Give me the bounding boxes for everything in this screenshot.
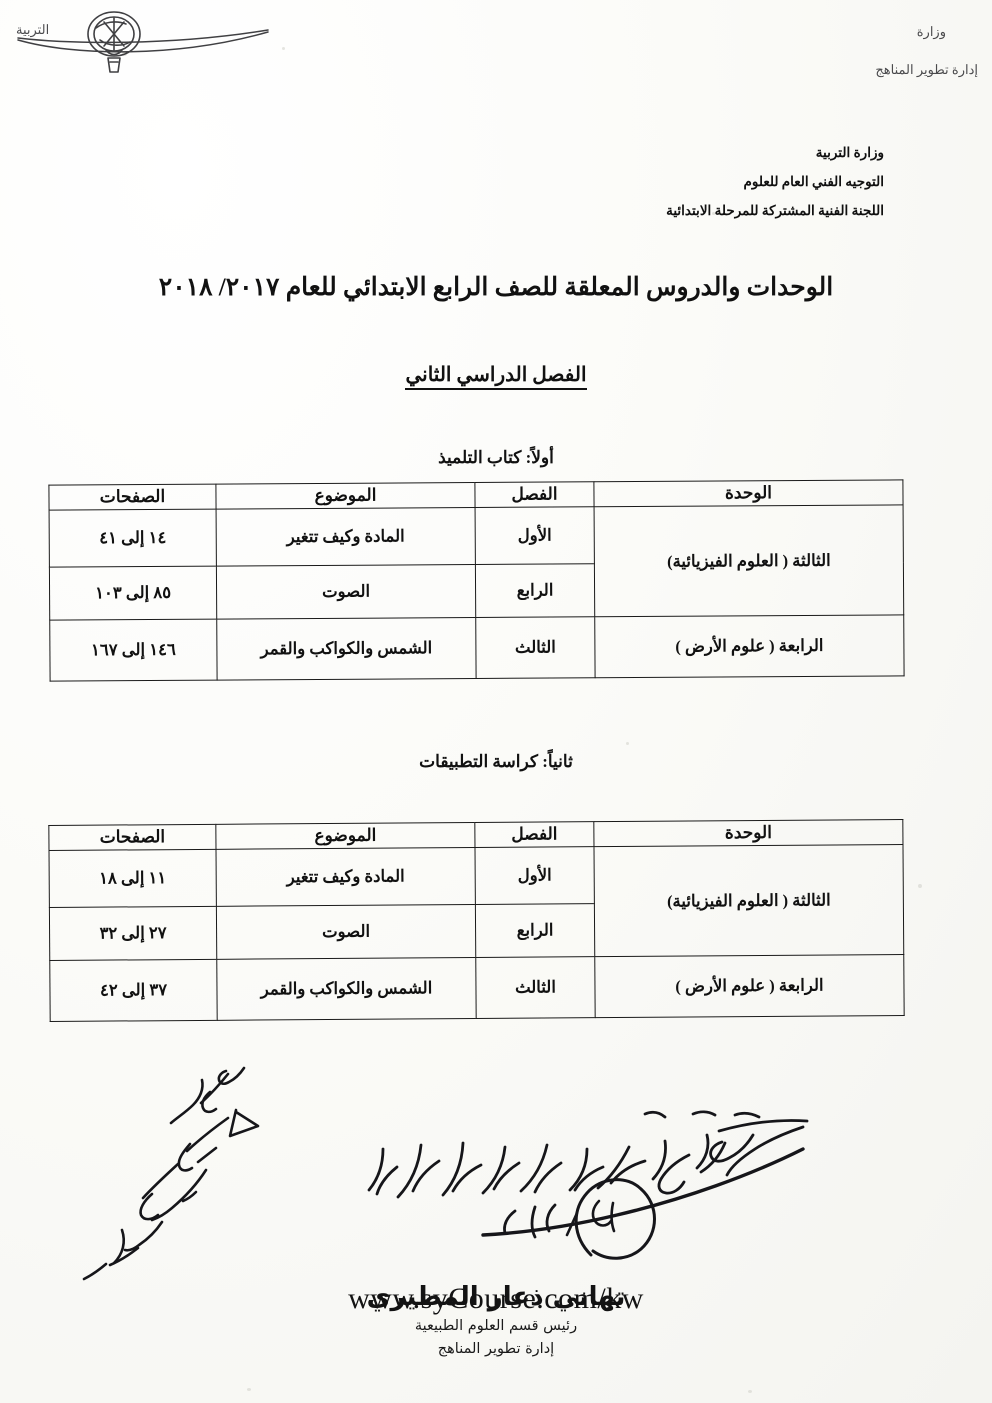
column-header-unit: الوحدة [593,819,903,847]
stamp-text-department: إدارة تطوير المناهج [875,62,978,77]
cell-pages: ٨٥ إلى ١٠٣ [49,566,217,621]
table-workbook: الوحدة الفصل الموضوع الصفحات الثالثة ( ا… [48,819,905,1022]
section-label-student-book: أولاً: كتاب التلميذ [438,448,554,467]
cell-pages: ٣٧ إلى ٤٢ [49,959,218,1022]
cell-pages: ١٤ إلى ٤١ [49,509,217,568]
letterhead: وزارة التربية التوجيه الفني العام للعلوم… [666,138,884,225]
letterhead-line-committee: اللجنة الفنية المشتركة للمرحلة الابتدائي… [666,203,884,218]
scan-speck [282,47,285,50]
handwritten-approval-note [355,1085,825,1265]
cell-subject: الصوت [216,904,476,960]
scan-speck [122,52,127,56]
cell-subject: الشمس والكواكب والقمر [216,957,477,1021]
cell-chapter: الثالث [475,956,596,1019]
section-label-workbook: ثانياً: كراسة التطبيقات [419,752,573,771]
table-row: الرابعة ( علوم الأرض ) الثالث الشمس والك… [49,954,905,1022]
scan-speck [626,742,629,745]
cell-unit: الثالثة ( العلوم الفيزيائية) [594,504,904,617]
scan-speck [247,1388,251,1391]
cell-pages: ٢٧ إلى ٣٢ [49,906,217,961]
cell-unit: الثالثة ( العلوم الفيزيائية) [593,844,904,957]
signature-role: رئيس قسم العلوم الطبيعية [414,1318,578,1334]
column-header-chapter: الفصل [474,481,595,508]
column-header-subject: الموضوع [215,822,475,850]
handwritten-signature-left [78,1052,278,1292]
signature-department: إدارة تطوير المناهج [437,1341,555,1357]
letterhead-line-guidance: التوجيه الفني العام للعلوم [743,174,884,189]
cell-subject: المادة وكيف تتغير [216,507,476,567]
column-header-pages: الصفحات [48,824,216,851]
column-header-pages: الصفحات [48,484,217,511]
cell-subject: الشمس والكواكب والقمر [216,617,477,681]
cell-unit: الرابعة ( علوم الأرض ) [594,614,905,678]
watermark: www.syCourse.com/kw [348,1282,644,1315]
signature-name: تهاني ذعار المطيري [366,1282,626,1312]
cell-chapter: الثالث [475,616,596,679]
cell-chapter: الرابع [475,563,595,618]
column-header-chapter: الفصل [474,821,594,848]
cell-subject: الصوت [216,564,476,620]
cell-pages: ١٤٦ إلى ١٦٧ [49,619,218,682]
scan-speck [748,1390,752,1393]
table-student-book: الوحدة الفصل الموضوع الصفحات الثالثة ( ا… [48,479,905,682]
kuwait-emblem-icon [87,11,141,73]
cell-chapter: الأول [474,846,595,905]
table-row: الرابعة ( علوم الأرض ) الثالث الشمس والك… [49,614,905,682]
column-header-subject: الموضوع [215,482,476,510]
stamp-text-education: التربية [16,22,50,37]
cell-chapter: الرابع [475,903,595,958]
column-header-unit: الوحدة [593,479,904,507]
table-row: الثالثة ( العلوم الفيزيائية) الأول الماد… [49,844,904,957]
table-row: الثالثة ( العلوم الفيزيائية) الأول الماد… [49,504,904,617]
stamp-text-ministry: وزارة [916,24,946,39]
letterhead-line-ministry: وزارة التربية [815,145,884,160]
document-subtitle: الفصل الدراسي الثاني [0,362,992,390]
cell-pages: ١١ إلى ١٨ [49,849,217,908]
cell-subject: المادة وكيف تتغير [215,847,476,907]
stamp-outline [0,0,300,120]
scan-speck [918,884,922,888]
cell-unit: الرابعة ( علوم الأرض ) [594,954,905,1018]
document-subtitle-text: الفصل الدراسي الثاني [405,364,587,390]
scan-speck [712,212,715,215]
official-stamp: وزارة التربية إدارة تطوير المناهج [16,0,992,120]
cell-chapter: الأول [475,506,595,565]
document-title: الوحدات والدروس المعلقة للصف الرابع الاب… [158,274,834,301]
